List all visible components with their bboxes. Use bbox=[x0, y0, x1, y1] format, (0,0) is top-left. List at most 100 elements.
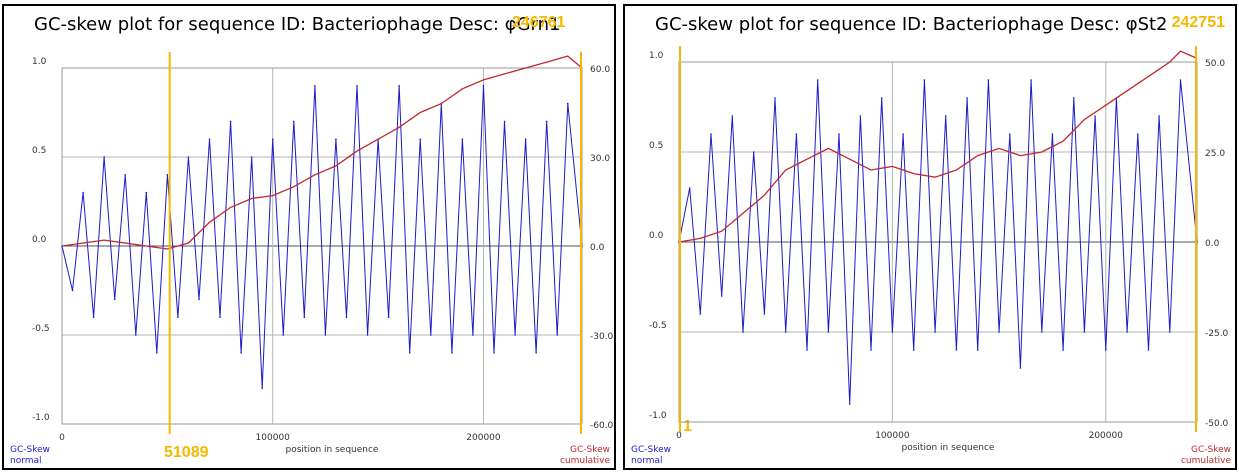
data-point-normal bbox=[720, 295, 723, 297]
data-point-normal bbox=[955, 349, 958, 351]
data-point-normal bbox=[250, 156, 253, 158]
y-tick-left: 0.5 bbox=[32, 146, 46, 156]
y-tick-right: 60.0 bbox=[590, 65, 610, 75]
data-point-normal bbox=[934, 331, 936, 333]
data-point-normal bbox=[166, 174, 169, 176]
data-point-normal bbox=[92, 316, 95, 319]
left-axis-label: GC-Skew bbox=[631, 445, 671, 455]
x-axis-label: position in sequence bbox=[286, 445, 379, 455]
data-point-normal bbox=[335, 138, 337, 140]
data-point-normal bbox=[566, 102, 569, 105]
highlight-top-label: 242751 bbox=[1171, 14, 1225, 31]
data-point-normal bbox=[461, 138, 464, 140]
data-point-normal bbox=[82, 191, 84, 194]
data-point-normal bbox=[113, 298, 116, 301]
y-tick-right: 30.0 bbox=[590, 154, 610, 164]
series-gc-skew-cumulative bbox=[678, 50, 1198, 243]
data-point-normal bbox=[731, 115, 734, 117]
chart-title: GC-skew plot for sequence ID: Bacterioph… bbox=[34, 14, 561, 35]
y-tick-right: -25.0 bbox=[1205, 329, 1229, 339]
series-gc-skew-normal bbox=[61, 85, 583, 389]
data-point-normal bbox=[1072, 97, 1075, 99]
data-point-normal bbox=[219, 316, 221, 319]
y-tick-right: -50.0 bbox=[1205, 419, 1229, 429]
data-point-normal bbox=[816, 79, 819, 81]
data-point-normal bbox=[944, 115, 947, 117]
data-point-normal bbox=[976, 349, 979, 351]
x-tick: 0 bbox=[676, 431, 682, 441]
x-tick: 0 bbox=[59, 433, 65, 443]
data-point-normal bbox=[870, 349, 872, 351]
y-tick-right: 0.0 bbox=[590, 243, 605, 253]
data-point-normal bbox=[923, 79, 926, 81]
data-point-normal bbox=[208, 138, 211, 140]
data-point-normal bbox=[1030, 79, 1032, 81]
data-point-normal bbox=[229, 120, 232, 123]
gc-skew-chart-st2: GC-skew plot for sequence ID: Bacterioph… bbox=[623, 4, 1237, 470]
x-tick: 200000 bbox=[466, 433, 501, 443]
data-point-normal bbox=[902, 133, 904, 135]
y-tick-right: 0.0 bbox=[1205, 239, 1220, 249]
right-axis-label: cumulative bbox=[560, 456, 610, 466]
left-axis-label: normal bbox=[10, 456, 42, 466]
right-axis-label: GC-Skew bbox=[1191, 445, 1231, 455]
data-point-normal bbox=[966, 97, 968, 99]
y-tick-right: -30.0 bbox=[590, 332, 614, 342]
data-point-normal bbox=[545, 120, 548, 123]
data-point-normal bbox=[503, 120, 506, 123]
data-point-normal bbox=[387, 316, 390, 319]
data-point-normal bbox=[145, 191, 148, 194]
x-tick: 200000 bbox=[1089, 431, 1124, 441]
data-point-normal bbox=[1062, 349, 1064, 351]
data-point-normal bbox=[912, 349, 915, 351]
y-tick-left: -0.5 bbox=[649, 321, 667, 331]
data-point-normal bbox=[987, 79, 990, 81]
data-point-normal bbox=[408, 352, 411, 354]
y-tick-left: 0.0 bbox=[32, 235, 47, 245]
data-point-normal bbox=[293, 120, 295, 123]
data-point-normal bbox=[742, 331, 744, 333]
left-axis-label: normal bbox=[631, 456, 663, 466]
data-point-normal bbox=[1136, 133, 1139, 135]
data-point-normal bbox=[1094, 115, 1096, 117]
data-point-normal bbox=[806, 349, 808, 351]
data-point-normal bbox=[1083, 331, 1086, 333]
left-axis-label: GC-Skew bbox=[10, 445, 50, 455]
data-point-normal bbox=[763, 313, 766, 315]
data-point-normal bbox=[134, 334, 137, 336]
data-point-normal bbox=[71, 289, 74, 292]
y-tick-right: 50.0 bbox=[1205, 59, 1225, 69]
data-point-normal bbox=[356, 85, 358, 87]
data-point-normal bbox=[795, 133, 798, 135]
data-point-normal bbox=[314, 85, 316, 87]
data-point-normal bbox=[1051, 133, 1054, 135]
right-axis-label: cumulative bbox=[1181, 456, 1231, 466]
data-point-normal bbox=[345, 316, 348, 319]
data-point-normal bbox=[556, 334, 559, 336]
highlight-bottom-label: 1 bbox=[683, 418, 692, 435]
data-point-normal bbox=[124, 174, 127, 176]
data-point-normal bbox=[1019, 367, 1022, 369]
data-point-normal bbox=[156, 352, 158, 354]
data-point-normal bbox=[784, 331, 787, 333]
series-gc-skew-cumulative bbox=[61, 55, 583, 250]
data-point-normal bbox=[998, 331, 1000, 333]
data-point-normal bbox=[827, 331, 830, 333]
chart-plot-area: 1.0 60.0 0.5 30.0 0.0 0.0 -0.5 -30.0 -1.0 -60.0 0 1… bbox=[10, 52, 614, 466]
data-point-normal bbox=[535, 352, 537, 354]
data-point-normal bbox=[838, 133, 840, 135]
data-point-normal bbox=[699, 313, 702, 315]
data-point-normal bbox=[859, 115, 862, 117]
x-axis-label: position in sequence bbox=[902, 443, 995, 453]
data-point-normal bbox=[710, 133, 712, 135]
data-point-normal bbox=[880, 97, 883, 99]
y-tick-right: -60.0 bbox=[590, 421, 614, 431]
y-tick-left: -1.0 bbox=[649, 411, 667, 421]
data-point-normal bbox=[177, 316, 179, 319]
data-point-normal bbox=[451, 352, 453, 354]
data-point-normal bbox=[688, 187, 691, 189]
y-tick-left: 1.0 bbox=[32, 57, 47, 67]
data-point-normal bbox=[1008, 133, 1011, 135]
y-tick-right: 25.0 bbox=[1205, 149, 1225, 159]
data-point-normal bbox=[1168, 331, 1171, 333]
